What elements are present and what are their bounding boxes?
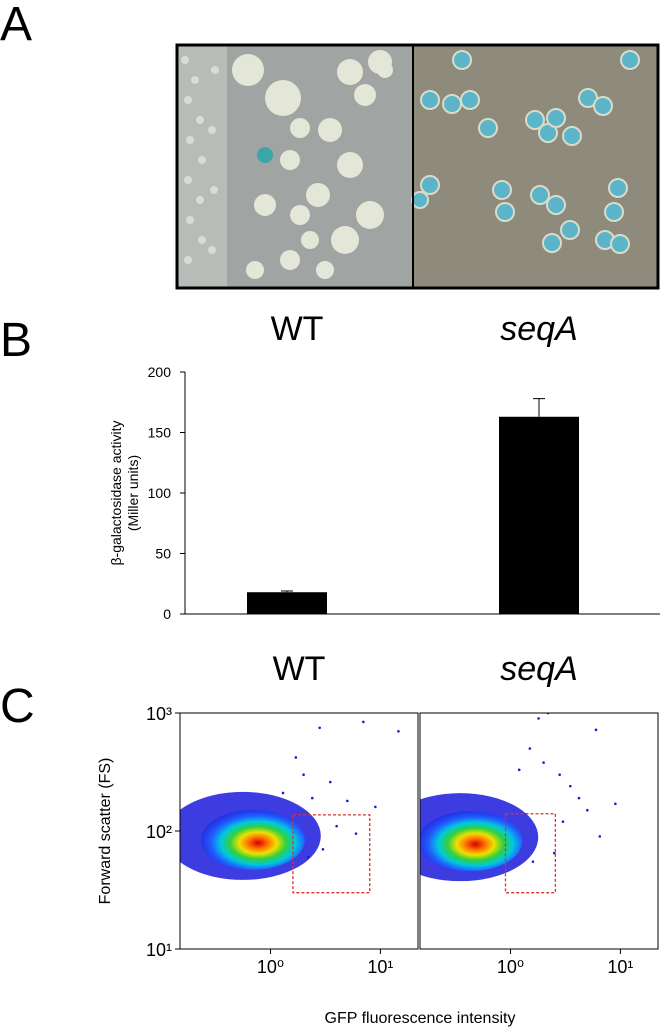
event-point: [354, 832, 358, 835]
bar: [247, 592, 327, 614]
panel-label: A: [0, 0, 32, 51]
y-tick-label: 200: [148, 364, 172, 380]
event-point: [362, 720, 365, 724]
event-point: [577, 796, 581, 800]
y-tick-label: 150: [148, 425, 172, 441]
x-tick-label: 10¹: [367, 957, 393, 977]
event-point: [310, 796, 314, 800]
event-point: [542, 761, 545, 764]
event-point: [335, 824, 338, 828]
event-point: [568, 784, 572, 788]
event-point: [614, 802, 617, 806]
plot-area: [180, 720, 400, 880]
y-tick-label: 100: [148, 485, 172, 501]
event-point: [598, 835, 602, 838]
event-point: [328, 780, 332, 784]
y-tick-label: 10²: [146, 822, 172, 842]
event-point: [321, 847, 325, 851]
event-point: [594, 728, 598, 732]
column-header: seqA: [500, 310, 578, 348]
y-tick-label: 50: [155, 546, 171, 562]
x-tick-label: 10⁰: [257, 957, 284, 977]
column-header: WT: [273, 650, 326, 688]
column-header: seqA: [500, 650, 578, 688]
event-point: [586, 808, 589, 812]
x-axis-label: GFP fluorescence intensity: [325, 1010, 516, 1027]
y-tick-label: 0: [163, 606, 171, 622]
density-core: [420, 811, 523, 872]
event-point: [397, 729, 400, 733]
y-axis-label: (Miller units): [125, 455, 141, 531]
plot-area: [420, 713, 617, 882]
gate: [292, 814, 371, 894]
plate-photos: [175, 43, 660, 290]
event-point: [346, 799, 349, 803]
bar: [499, 416, 579, 614]
event-point: [531, 860, 535, 863]
y-tick-label: 10¹: [146, 940, 172, 960]
event-point: [281, 791, 285, 795]
panel-label: C: [0, 680, 35, 733]
y-axis-label: β-galactosidase activity: [108, 420, 124, 565]
event-point: [537, 717, 540, 720]
event-point: [294, 756, 298, 759]
event-point: [558, 773, 561, 776]
event-point: [552, 851, 556, 855]
event-point: [561, 820, 565, 823]
density-core: [200, 809, 305, 870]
x-tick-label: 10¹: [607, 957, 633, 977]
panel-label: B: [0, 314, 32, 367]
event-point: [374, 805, 377, 809]
density-cloud: [180, 791, 321, 880]
event-point: [306, 855, 310, 859]
density-cloud: [420, 793, 539, 882]
y-tick-label: 10³: [146, 704, 172, 724]
event-point: [318, 726, 321, 730]
y-axis-label: Forward scatter (FS): [97, 758, 114, 905]
plot-frame: [419, 712, 659, 950]
event-point: [302, 773, 305, 776]
event-point: [517, 768, 521, 772]
x-tick-label: 10⁰: [497, 957, 524, 977]
column-header: WT: [271, 310, 324, 348]
event-point: [528, 747, 532, 750]
